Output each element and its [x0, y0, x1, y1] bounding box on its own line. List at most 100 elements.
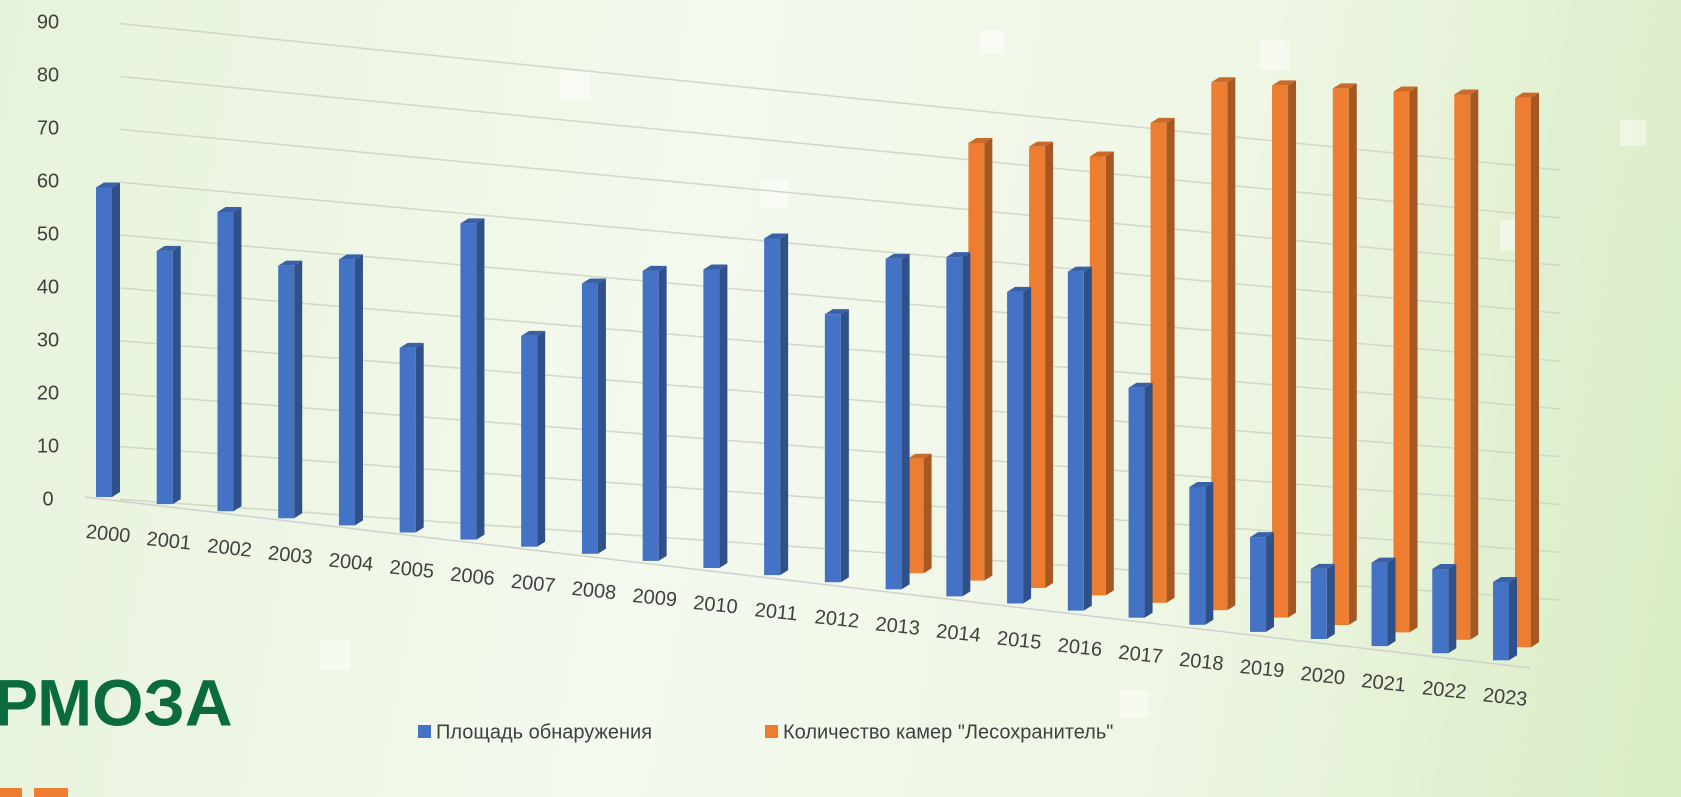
bar-side — [1045, 141, 1054, 588]
grid-line — [119, 75, 1561, 219]
bar-top — [1250, 532, 1275, 538]
bar-top — [968, 137, 993, 143]
bar-side — [780, 233, 789, 576]
x-tick-label: 2000 — [85, 521, 132, 548]
bar-top — [1150, 117, 1175, 123]
bar-side — [112, 182, 120, 497]
bar-top — [521, 330, 546, 336]
bar-top — [278, 260, 303, 266]
bar-side — [354, 254, 363, 526]
bar-top — [217, 206, 242, 212]
bar — [460, 223, 477, 540]
bar-top — [764, 233, 789, 239]
bar — [156, 250, 173, 505]
x-tick-label: 2015 — [996, 628, 1043, 655]
bar-side — [984, 137, 993, 581]
y-tick-label: 80 — [37, 64, 59, 86]
x-tick-label: 2014 — [935, 620, 982, 647]
bar-side — [415, 342, 424, 533]
bar-side — [1205, 481, 1214, 625]
bar-side — [476, 218, 485, 540]
bar-side — [719, 264, 728, 568]
bar-side — [1348, 83, 1357, 625]
bar-side — [1083, 266, 1092, 611]
bar-top — [1371, 557, 1396, 563]
bar-top — [885, 253, 910, 259]
x-tick-label: 2016 — [1057, 635, 1104, 662]
bar — [968, 142, 985, 581]
bar — [1310, 568, 1327, 639]
bar-side — [962, 252, 971, 597]
bar — [1007, 291, 1024, 604]
bar-top — [1272, 80, 1297, 86]
bar-side — [1266, 532, 1275, 632]
bar-side — [537, 330, 546, 547]
y-tick-label: 60 — [37, 170, 59, 192]
y-tick-label: 90 — [37, 11, 59, 33]
bar-top — [824, 309, 849, 315]
bar-top — [96, 182, 120, 188]
bar-top — [338, 254, 363, 260]
bar-side — [1448, 564, 1457, 654]
bar-side — [233, 206, 242, 512]
logo: РМОЗА — [0, 665, 232, 739]
bar-side — [1288, 80, 1297, 618]
x-tick-label: 2006 — [449, 564, 496, 591]
x-tick-label: 2003 — [267, 542, 314, 569]
bar — [1089, 156, 1106, 596]
x-tick-label: 2011 — [754, 599, 799, 625]
grid-line — [119, 181, 1561, 315]
bar — [1432, 569, 1449, 654]
bar — [1393, 91, 1410, 633]
logo-decor — [0, 788, 22, 797]
bar-top — [703, 264, 728, 270]
bar-side — [1023, 286, 1032, 604]
bar — [399, 347, 416, 533]
bar-top — [1211, 77, 1236, 83]
bar — [885, 258, 902, 590]
x-tick-label: 2023 — [1482, 684, 1529, 711]
bar-top — [642, 265, 667, 271]
bar — [764, 238, 781, 576]
grid-line — [119, 22, 1561, 171]
bar-side — [1509, 577, 1517, 661]
bar-top — [1493, 577, 1517, 583]
bar-side — [923, 453, 932, 574]
bar-side — [1470, 89, 1479, 640]
bar-side — [1144, 382, 1153, 618]
bar-side — [1105, 151, 1114, 596]
y-tick-label: 70 — [37, 117, 59, 139]
bar — [1454, 94, 1471, 640]
bar-side — [597, 278, 606, 554]
y-tick-label: 20 — [37, 382, 59, 404]
x-tick-label: 2005 — [388, 557, 435, 584]
bar-top — [1089, 151, 1114, 157]
bar — [1067, 271, 1084, 611]
x-tick-label: 2001 — [146, 528, 193, 555]
bar-side — [294, 260, 303, 519]
bar — [1128, 387, 1145, 618]
x-tick-label: 2007 — [510, 571, 557, 598]
y-tick-label: 30 — [37, 329, 59, 351]
bar-side — [840, 309, 849, 583]
bar-top — [946, 252, 971, 258]
bar — [907, 458, 924, 574]
bar-top — [460, 218, 485, 224]
x-tick-label: 2022 — [1421, 677, 1468, 704]
bar — [1211, 82, 1228, 611]
bar-side — [1326, 563, 1335, 639]
bar — [1371, 562, 1388, 647]
bar-side — [172, 245, 181, 505]
legend-swatch — [418, 725, 431, 738]
bar — [703, 269, 720, 568]
bar — [338, 259, 355, 526]
bar-top — [1454, 89, 1479, 95]
bar — [217, 211, 234, 512]
bar — [278, 265, 295, 519]
y-tick-label: 0 — [42, 488, 53, 510]
bar — [96, 187, 112, 497]
bar-side — [1387, 557, 1396, 647]
bar-side — [901, 253, 910, 590]
